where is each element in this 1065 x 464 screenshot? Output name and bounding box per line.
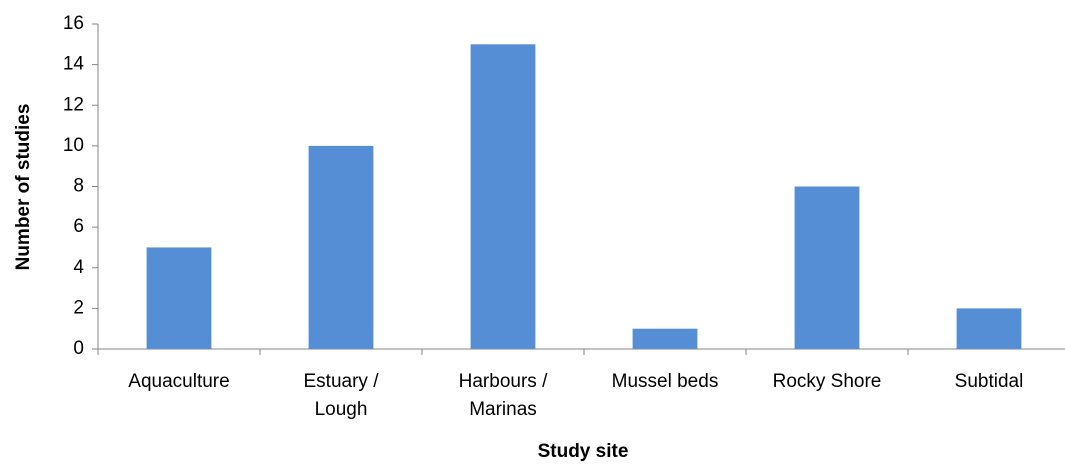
bar [956,308,1022,349]
x-tick-label: Aquaculture [128,371,229,392]
y-tick-label: 0 [73,338,84,359]
x-tick-label: Subtidal [955,371,1024,392]
y-tick-label: 6 [73,216,84,237]
y-tick-label: 14 [63,54,85,75]
bar [794,186,860,349]
x-axis-title: Study site [538,441,629,462]
y-tick-label: 12 [63,94,84,115]
x-tick-label: Estuary / Lough [304,371,380,420]
y-tick-label: 4 [73,257,84,278]
y-tick-label: 10 [63,135,84,156]
x-tick-label: Harbours / Marinas [459,371,548,420]
x-tick-label: Mussel beds [612,371,719,392]
y-tick-label: 8 [73,176,84,197]
y-tick-label: 16 [63,13,84,34]
y-tick-label: 2 [73,297,84,318]
y-axis-title: Number of studies [13,104,34,271]
bar [146,247,212,349]
bar [308,145,374,349]
bar [632,328,698,349]
bar [470,44,536,349]
x-tick-label: Rocky Shore [773,371,882,392]
